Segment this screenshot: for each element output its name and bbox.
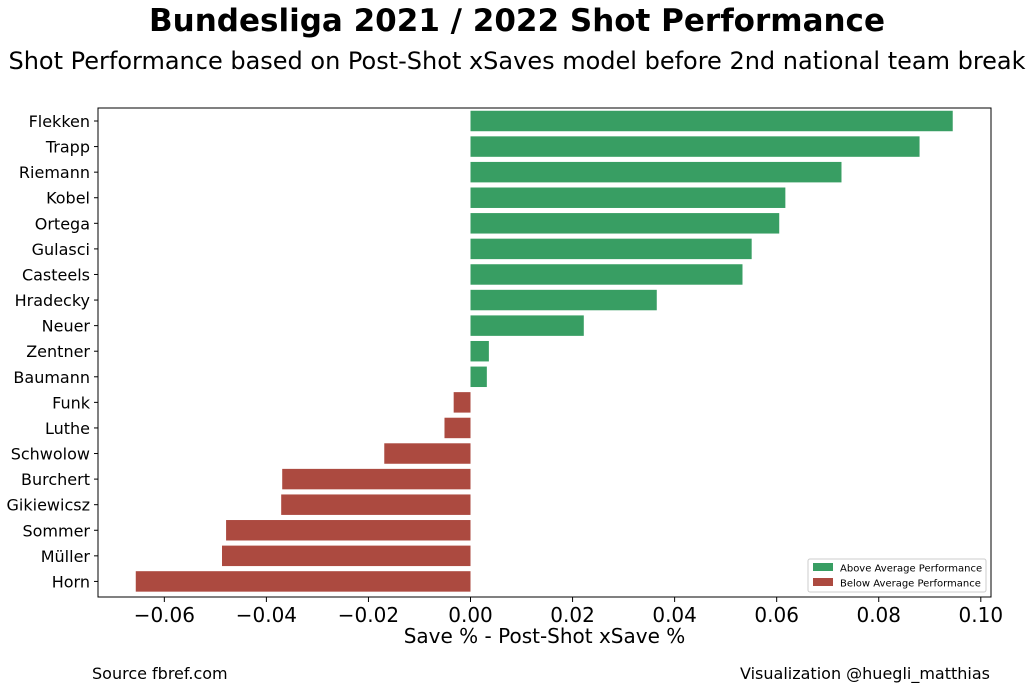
y-tick-label: Funk (52, 393, 91, 412)
bar-casteels (470, 264, 743, 285)
y-tick-label: Flekken (29, 112, 90, 131)
y-tick-label: Kobel (46, 189, 90, 208)
y-tick-label: Gulasci (32, 240, 90, 259)
credit-note: Visualization @huegli_matthias (740, 664, 990, 683)
bar-baumann (470, 366, 487, 388)
bar-schwolow (384, 443, 471, 464)
bar-gikiewicsz (281, 494, 471, 515)
bar-kobel (470, 187, 786, 208)
y-tick-label: Zentner (26, 342, 90, 361)
bar-funk (453, 392, 471, 413)
x-axis: −0.06 −0.04 −0.02 0.00 0.02 0.04 0.06 0.08 0.10 (134, 597, 1003, 627)
bar-ortega (470, 213, 780, 234)
bars-layer (135, 110, 953, 592)
x-axis-label: Save % - Post-Shot xSave % (404, 624, 686, 648)
legend-label-below: Below Average Performance (840, 579, 981, 590)
bar-hradecky (470, 289, 657, 311)
y-tick-label: Gikiewicsz (7, 496, 90, 515)
legend: Above Average Performance Below Average … (807, 558, 987, 593)
y-tick-label: Neuer (42, 317, 91, 336)
x-tick-label: −0.04 (236, 603, 297, 627)
y-tick-label: Trapp (45, 138, 90, 157)
bar-flekken (470, 110, 953, 132)
x-tick-label: 0.04 (652, 603, 697, 627)
y-tick-label: Ortega (35, 214, 90, 233)
x-tick-label: 0.08 (856, 603, 901, 627)
bar-trapp (470, 136, 920, 157)
y-tick-label: Baumann (13, 368, 90, 387)
x-tick-label: 0.06 (754, 603, 799, 627)
x-tick-label: 0.10 (959, 603, 1004, 627)
legend-swatch-above (813, 563, 833, 571)
bar-zentner (470, 340, 489, 362)
bar-neuer (470, 315, 584, 336)
plot-frame (97, 107, 992, 598)
chart-title: Bundesliga 2021 / 2022 Shot Performance (149, 3, 885, 39)
y-tick-label: Casteels (22, 265, 90, 284)
bar-riemann (470, 161, 842, 183)
bar-sommer (226, 520, 471, 541)
x-tick-label: −0.06 (134, 603, 195, 627)
y-axis: Flekken Trapp Riemann Kobel Ortega Gulasci Cas… (7, 112, 98, 591)
y-tick-label: Schwolow (11, 445, 90, 464)
bar-luthe (444, 417, 471, 439)
y-tick-label: Riemann (19, 163, 90, 182)
bar-burchert (282, 468, 471, 490)
y-tick-label: Hradecky (15, 291, 90, 310)
source-note: Source fbref.com (92, 664, 228, 683)
y-tick-label: Sommer (22, 521, 90, 540)
x-tick-label: 0.00 (448, 603, 493, 627)
legend-label-above: Above Average Performance (840, 564, 982, 575)
bar-gulasci (470, 238, 752, 260)
x-tick-label: 0.02 (550, 603, 595, 627)
y-tick-label: Burchert (21, 470, 90, 489)
bar-müller (221, 545, 471, 567)
legend-box (807, 558, 987, 593)
bar-horn (135, 571, 471, 592)
legend-swatch-below (813, 578, 833, 586)
y-tick-label: Müller (41, 547, 91, 566)
chart-subtitle: Shot Performance based on Post-Shot xSav… (8, 47, 1026, 75)
y-tick-label: Horn (52, 572, 90, 591)
x-tick-label: −0.02 (338, 603, 399, 627)
y-tick-label: Luthe (45, 419, 90, 438)
